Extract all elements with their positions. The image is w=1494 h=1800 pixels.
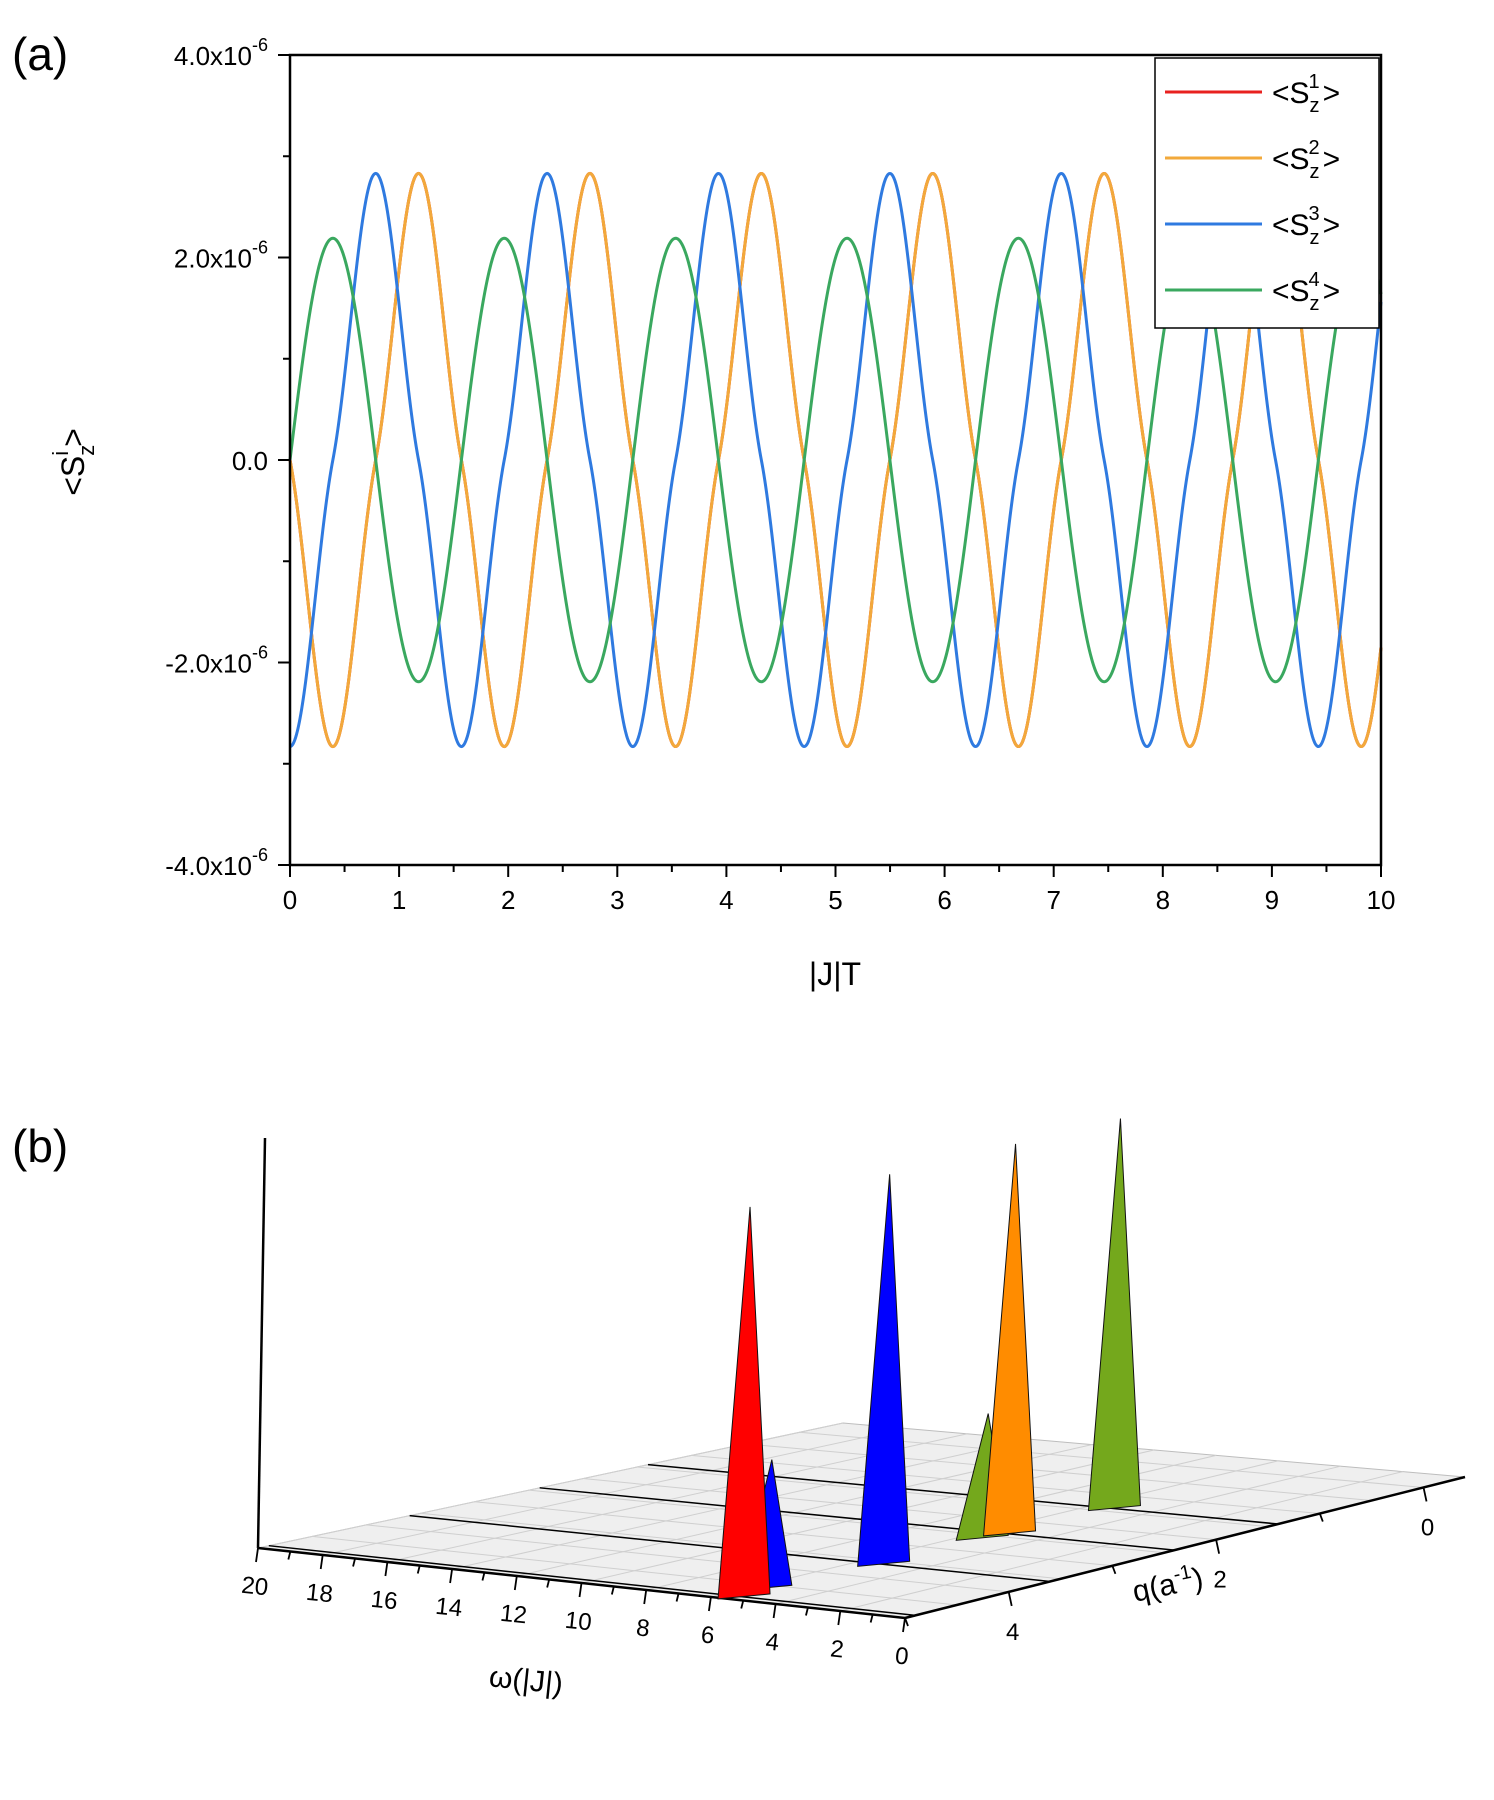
- panel-a-legend: <Sz1 > <Sz2 > <Sz3 > <Sz4 >: [1154, 57, 1380, 329]
- legend-label-2: <Sz2 >: [1272, 137, 1340, 183]
- omega-tick: [546, 1579, 551, 1588]
- panel-b-omega-axis-title: ω(|J|): [487, 1660, 564, 1701]
- q-tick: [1007, 1591, 1013, 1607]
- omega-tick: [805, 1607, 809, 1616]
- omega-tick: [675, 1593, 680, 1602]
- omega-tick-label: 18: [305, 1579, 334, 1609]
- omega-tick-label: 0: [894, 1642, 910, 1670]
- legend-label-4: <Sz4 >: [1272, 269, 1340, 315]
- omega-tick: [255, 1547, 259, 1563]
- peak-3: [857, 1174, 911, 1567]
- y-tick-label: 2.0x10-6: [174, 238, 268, 274]
- grid-line-q: [745, 1443, 1372, 1501]
- omega-tick: [352, 1558, 356, 1567]
- q-tick: [904, 1617, 909, 1627]
- q-tick: [1318, 1513, 1324, 1522]
- omega-tick: [416, 1565, 421, 1574]
- panel-b-label: (b): [12, 1120, 68, 1172]
- x-tick-label: 8: [1156, 885, 1170, 915]
- omega-tick: [610, 1586, 615, 1595]
- omega-tick: [837, 1610, 842, 1626]
- x-tick-label: 2: [501, 885, 515, 915]
- x-tick-label: 5: [828, 885, 842, 915]
- peak-2: [717, 1206, 771, 1600]
- omega-tick-label: 4: [764, 1628, 780, 1656]
- grid-line-q: [528, 1489, 1165, 1554]
- x-tick-label: 7: [1046, 885, 1060, 915]
- q-tick-label: 0: [1421, 1514, 1434, 1541]
- omega-tick: [578, 1582, 583, 1598]
- x-tick-label: 4: [719, 885, 733, 915]
- q-tick-label: 2: [1213, 1567, 1226, 1594]
- omega-tick: [740, 1600, 745, 1609]
- x-tick-label: 6: [937, 885, 951, 915]
- x-tick-label: 3: [610, 885, 624, 915]
- omega-tick: [287, 1551, 292, 1560]
- x-tick-label: 1: [392, 885, 406, 915]
- panel-a-ticks: [278, 54, 1382, 877]
- panel-b-omega-ticks: 20 18 16 14 12 10 8 6 4 2 0: [240, 1547, 910, 1671]
- y-tick-label: 4.0x10-6: [174, 35, 268, 71]
- omega-tick-label: 6: [700, 1621, 716, 1649]
- panel-b-q-axis: [904, 1475, 1466, 1620]
- panel-a-x-tick-labels: 0 1 2 3 4 5 6 7 8 9 10: [283, 885, 1396, 915]
- peak-5: [982, 1143, 1037, 1537]
- omega-tick: [481, 1572, 486, 1581]
- y-tick-label: 0.0: [232, 446, 268, 476]
- q-tick: [1422, 1487, 1428, 1502]
- panel-b-vertical-axis: [256, 1137, 267, 1549]
- omega-tick: [772, 1603, 777, 1619]
- q-title-close: ): [1189, 1562, 1206, 1596]
- panel-b-q-ticks: 0 2 4: [904, 1487, 1434, 1646]
- omega-tick-label: 20: [240, 1572, 269, 1602]
- panel-b-peaks: [717, 1118, 1141, 1600]
- panel-b: (b) 20 18 16 14 12 10 8 6 4 2 0 024 ω(|J|) q(a-1): [12, 1118, 1466, 1701]
- panel-a-y-axis-title: <Szi>: [48, 428, 99, 496]
- panel-b-q-axis-title: q(a-1): [1129, 1559, 1206, 1609]
- grid-line-q: [474, 1501, 1113, 1567]
- x-tick-label: 9: [1265, 885, 1279, 915]
- panel-a-x-axis-title: |J|T: [809, 956, 861, 992]
- omega-tick: [513, 1575, 518, 1591]
- omega-tick: [869, 1614, 874, 1623]
- legend-label-1: <Sz1 >: [1272, 71, 1340, 117]
- omega-tick: [643, 1589, 648, 1605]
- panel-a: (a) 0 1 2 3 4 5 6 7 8 9 10 -4.0x10-6 -2.0x10-6 0.0 2.…: [12, 28, 1395, 992]
- omega-tick-label: 8: [635, 1614, 651, 1642]
- panel-a-y-tick-labels: -4.0x10-6 -2.0x10-6 0.0 2.0x10-6 4.0x10-6: [165, 35, 268, 881]
- legend-box: [1154, 57, 1380, 329]
- omega-tick: [708, 1596, 712, 1612]
- q-tick: [1111, 1565, 1117, 1575]
- peak-6: [1087, 1118, 1141, 1512]
- svg-text:<Szi>: <Szi>: [48, 428, 99, 496]
- series-line-3: [289, 171, 1383, 749]
- omega-tick: [449, 1568, 453, 1584]
- row-line: [268, 1544, 916, 1617]
- panel-a-label: (a): [12, 28, 68, 80]
- grid-line-q: [312, 1535, 957, 1606]
- omega-tick: [384, 1561, 389, 1577]
- grid-line-q: [366, 1524, 1009, 1593]
- y-tick-label: -2.0x10-6: [165, 643, 268, 679]
- series-line-2: [288, 171, 1383, 749]
- q-title-sup: -1: [1171, 1561, 1193, 1586]
- q-tick: [1215, 1539, 1220, 1554]
- q-tick-label: 4: [1006, 1619, 1019, 1646]
- x-tick-label: 10: [1367, 885, 1396, 915]
- x-tick-label: 0: [283, 885, 297, 915]
- legend-label-3: <Sz3 >: [1272, 203, 1340, 249]
- omega-tick: [319, 1554, 324, 1570]
- svg-text:q(a-1): q(a-1): [1129, 1559, 1206, 1609]
- row-line: [539, 1487, 1175, 1551]
- q-title-base: q(a: [1130, 1567, 1180, 1608]
- omega-tick-label: 10: [564, 1607, 593, 1637]
- omega-tick-label: 2: [829, 1635, 845, 1663]
- omega-tick-label: 16: [369, 1586, 398, 1616]
- omega-tick-label: 12: [499, 1600, 528, 1630]
- omega-tick: [902, 1617, 906, 1633]
- omega-tick-label: 14: [434, 1593, 463, 1623]
- y-tick-label: -4.0x10-6: [165, 845, 268, 881]
